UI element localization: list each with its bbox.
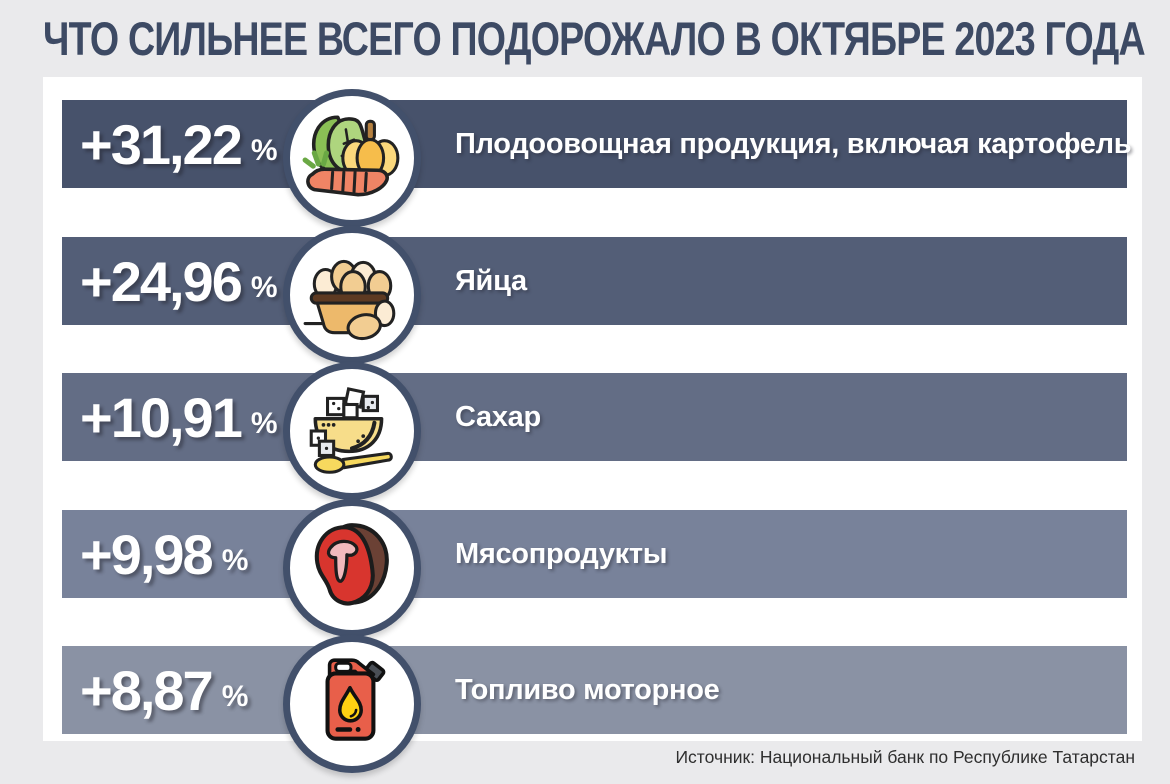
row-sugar: +10,91 % Сахар [62,362,1127,500]
bar-vegetables [62,100,1127,188]
percent-sugar: +10,91 % [80,373,278,461]
row-vegetables: +31,22 % Плодоовощная продукция, включая… [62,89,1132,227]
category-label: Топливо моторное [455,673,720,706]
percent-value: +8,87 [80,658,214,722]
category-label: Плодоовощная продукция, включая картофел… [455,127,1132,160]
page-title: ЧТО СИЛЬНЕЕ ВСЕГО ПОДОРОЖАЛО В ОКТЯБРЕ 2… [43,12,1146,65]
category-label: Сахар [455,400,541,433]
percent-value: +9,98 [80,522,214,586]
percent-unit: % [221,544,249,577]
percent-unit: % [250,134,278,167]
bar-sugar [62,373,1127,461]
bar-fuel [62,646,1127,734]
percent-fuel: +8,87 % [80,646,248,734]
eggs-icon [283,226,421,364]
percent-value: +31,22 [80,112,243,176]
row-eggs: +24,96 % Яйца [62,226,1127,364]
category-label: Мясопродукты [455,537,668,570]
percent-eggs: +24,96 % [80,237,278,325]
percent-unit: % [250,407,278,440]
category-label: Яйца [455,264,527,297]
percent-meat: +9,98 % [80,510,248,598]
source-note: Источник: Национальный банк по Республик… [675,747,1135,767]
percent-unit: % [250,271,278,304]
sugar-icon [283,362,421,500]
percent-vegetables: +31,22 % [80,100,278,188]
percent-value: +24,96 [80,249,243,313]
fuel-icon [283,635,421,773]
bar-eggs [62,237,1127,325]
vegetables-icon [283,89,421,227]
percent-value: +10,91 [80,385,243,449]
row-meat: +9,98 % Мясопродукты [62,499,1127,637]
percent-unit: % [221,680,249,713]
bar-meat [62,510,1127,598]
meat-icon [283,499,421,637]
row-fuel: +8,87 % Топливо моторное [62,635,1127,773]
